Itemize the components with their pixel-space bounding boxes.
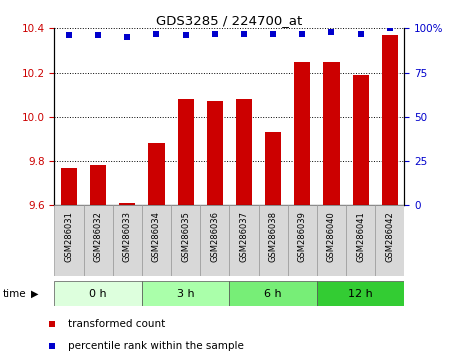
Bar: [288, 205, 317, 276]
Text: GSM286032: GSM286032: [94, 211, 103, 262]
Text: GSM286040: GSM286040: [327, 211, 336, 262]
Bar: [382, 35, 398, 205]
Bar: [178, 99, 193, 205]
Text: 6 h: 6 h: [264, 289, 282, 299]
Bar: [119, 203, 135, 205]
Bar: [207, 101, 223, 205]
Text: 0 h: 0 h: [89, 289, 107, 299]
Point: [182, 33, 189, 38]
Text: GSM286039: GSM286039: [298, 211, 307, 262]
Point: [328, 29, 335, 35]
Bar: [84, 205, 113, 276]
Bar: [229, 281, 317, 306]
Text: GSM286034: GSM286034: [152, 211, 161, 262]
Text: GSM286041: GSM286041: [356, 211, 365, 262]
Point: [269, 31, 277, 36]
Bar: [142, 281, 229, 306]
Bar: [54, 281, 142, 306]
Point: [153, 31, 160, 36]
Point: [94, 33, 102, 38]
Title: GDS3285 / 224700_at: GDS3285 / 224700_at: [156, 14, 303, 27]
Bar: [353, 75, 368, 205]
Point: [48, 343, 56, 348]
Bar: [229, 205, 259, 276]
Bar: [236, 99, 252, 205]
Point: [211, 31, 219, 36]
Bar: [259, 205, 288, 276]
Text: 12 h: 12 h: [348, 289, 373, 299]
Point: [65, 33, 73, 38]
Text: GSM286035: GSM286035: [181, 211, 190, 262]
Point: [298, 31, 306, 36]
Bar: [265, 132, 281, 205]
Text: GSM286036: GSM286036: [210, 211, 219, 262]
Text: ▶: ▶: [31, 289, 38, 299]
Text: percentile rank within the sample: percentile rank within the sample: [68, 341, 244, 350]
Bar: [171, 205, 200, 276]
Text: GSM286033: GSM286033: [123, 211, 132, 262]
Text: GSM286031: GSM286031: [64, 211, 73, 262]
Bar: [317, 281, 404, 306]
Point: [386, 25, 394, 31]
Text: time: time: [2, 289, 26, 299]
Text: transformed count: transformed count: [68, 319, 166, 329]
Bar: [317, 205, 346, 276]
Text: GSM286042: GSM286042: [385, 211, 394, 262]
Bar: [142, 205, 171, 276]
Text: GSM286037: GSM286037: [239, 211, 248, 262]
Bar: [54, 205, 84, 276]
Text: 3 h: 3 h: [177, 289, 194, 299]
Point: [240, 31, 248, 36]
Bar: [61, 168, 77, 205]
Text: GSM286038: GSM286038: [269, 211, 278, 262]
Bar: [346, 205, 375, 276]
Bar: [149, 143, 165, 205]
Bar: [324, 62, 340, 205]
Bar: [200, 205, 229, 276]
Bar: [90, 166, 106, 205]
Bar: [113, 205, 142, 276]
Point: [123, 34, 131, 40]
Bar: [294, 62, 310, 205]
Point: [48, 321, 56, 327]
Bar: [375, 205, 404, 276]
Point: [357, 31, 364, 36]
